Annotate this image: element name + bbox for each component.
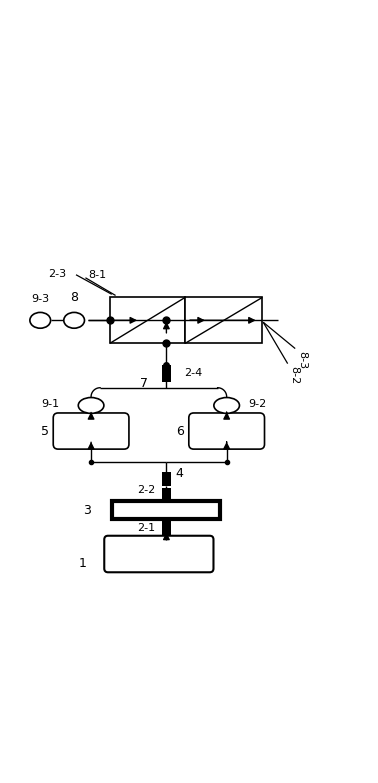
Ellipse shape [78, 398, 104, 413]
Ellipse shape [214, 398, 240, 413]
Bar [185, 298, 262, 343]
Text: 9-3: 9-3 [31, 294, 49, 304]
Text: 2-1: 2-1 [137, 523, 155, 533]
Bar [112, 501, 220, 519]
Text: 7: 7 [139, 377, 147, 391]
Bar [162, 472, 171, 485]
Text: 6: 6 [177, 424, 184, 438]
Text: 3: 3 [83, 503, 91, 517]
Bar [110, 298, 185, 343]
Text: 4: 4 [176, 467, 184, 480]
Text: 8: 8 [70, 291, 78, 304]
Text: 5: 5 [41, 424, 49, 438]
Text: 9-1: 9-1 [41, 399, 59, 409]
Bar [162, 489, 171, 502]
Text: 1: 1 [79, 557, 87, 571]
Ellipse shape [30, 312, 51, 328]
Text: 2-2: 2-2 [137, 485, 155, 495]
FancyBboxPatch shape [104, 536, 214, 572]
Text: 2-3: 2-3 [48, 269, 67, 279]
FancyBboxPatch shape [53, 413, 129, 449]
Text: 9-2: 9-2 [248, 399, 267, 409]
Ellipse shape [64, 312, 85, 328]
Text: 2-4: 2-4 [184, 369, 203, 378]
Bar [162, 521, 171, 535]
Bar [162, 365, 171, 381]
Text: 8-1: 8-1 [88, 270, 106, 280]
Text: 8-2: 8-2 [290, 366, 299, 384]
Text: 8-3: 8-3 [297, 352, 307, 370]
FancyBboxPatch shape [189, 413, 265, 449]
